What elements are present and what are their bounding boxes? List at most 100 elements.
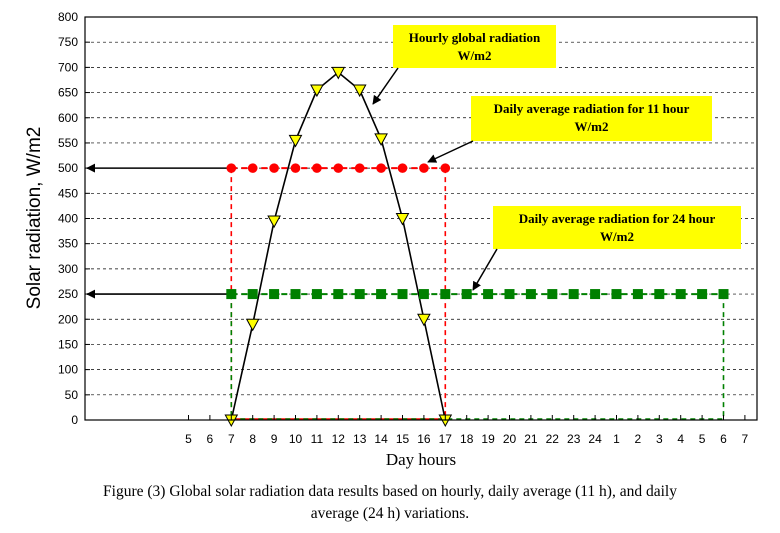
x-tick-label: 21 <box>524 432 538 446</box>
y-tick-label: 650 <box>58 86 78 100</box>
avg24-point <box>226 289 237 300</box>
axes: 0 50 100 150 200 250 300 350 400 450 500 550 600 650 7… <box>58 10 749 446</box>
hourly-series-line <box>230 71 447 421</box>
y-tick-label: 100 <box>58 363 78 377</box>
data-series <box>224 66 729 428</box>
x-tick-label: 8 <box>249 432 256 446</box>
hourly-point <box>374 133 388 146</box>
annotation-text: Hourly global radiation <box>409 30 541 45</box>
x-tick-label: 6 <box>207 432 214 446</box>
y-tick-label: 400 <box>58 212 78 226</box>
x-tick-label: 7 <box>228 432 235 446</box>
x-tick-label: 22 <box>546 432 560 446</box>
hourly-point <box>310 84 324 98</box>
hourly-point <box>267 215 281 229</box>
avg24-point <box>525 289 536 300</box>
avg11-point <box>247 163 258 173</box>
x-tick-label: 23 <box>567 432 581 446</box>
avg24-point <box>568 289 579 300</box>
avg24-point <box>654 289 665 300</box>
avg11-point <box>354 163 365 173</box>
avg24-point <box>718 289 729 300</box>
avg11-point <box>312 163 322 173</box>
figure-caption: Figure (3) Global solar radiation data r… <box>20 481 760 525</box>
avg11-point <box>376 163 386 173</box>
avg11-point <box>269 163 279 173</box>
x-tick-label: 16 <box>417 432 431 446</box>
hourly-point <box>395 213 410 226</box>
annotation-arrow <box>372 67 399 105</box>
x-tick-label: 5 <box>185 432 192 446</box>
y-tick-label: 750 <box>58 35 78 49</box>
x-tick-label: 3 <box>656 432 663 446</box>
avg24-point <box>247 289 258 300</box>
y-tick-label: 600 <box>58 111 78 125</box>
x-tick-label: 10 <box>289 432 303 446</box>
avg24-point <box>311 289 322 300</box>
y-tick-label: 150 <box>58 337 78 351</box>
y-tick-label: 450 <box>58 186 78 200</box>
avg24-point <box>697 289 708 300</box>
x-tick-label: 24 <box>588 432 602 446</box>
avg24-point <box>504 289 515 300</box>
avg24-point <box>354 289 365 300</box>
avg11-point <box>419 163 429 173</box>
annotation-text: W/m2 <box>600 229 634 244</box>
avg24-point <box>461 289 472 300</box>
avg24-point <box>547 289 558 300</box>
hourly-point <box>417 313 431 327</box>
x-tick-label: 1 <box>613 432 620 446</box>
x-axis-label: Day hours <box>386 450 456 469</box>
annotation-text: W/m2 <box>575 119 609 134</box>
x-tick-label: 18 <box>460 432 474 446</box>
annotation-text: Daily average radiation for 24 hour <box>519 211 716 226</box>
hourly-point <box>352 84 367 98</box>
x-tick-label: 5 <box>699 432 706 446</box>
avg24-point <box>590 289 601 300</box>
annotation-box <box>493 206 741 249</box>
x-tick-label: 6 <box>720 432 727 446</box>
y-tick-label: 700 <box>58 60 78 74</box>
avg24-point <box>675 289 686 300</box>
x-tick-label: 12 <box>332 432 346 446</box>
x-tick-label: 13 <box>353 432 367 446</box>
x-tick-label: 15 <box>396 432 410 446</box>
avg11-point <box>440 163 451 173</box>
avg24-point <box>333 289 344 300</box>
annotation-box <box>393 25 556 68</box>
avg24-point <box>632 289 643 300</box>
avg11-point <box>290 163 301 173</box>
x-tick-label: 2 <box>635 432 642 446</box>
annotation-box <box>471 96 712 141</box>
y-axis-label: Solar radiation, W/m2 <box>24 127 45 310</box>
avg11-point <box>333 163 344 173</box>
y-tick-label: 0 <box>71 413 78 427</box>
hourly-point <box>288 134 303 148</box>
avg24-point <box>418 289 429 300</box>
avg24-point <box>611 289 622 300</box>
annotations: Hourly global radiation W/m2 Daily average… <box>372 25 741 291</box>
avg24-point <box>483 289 494 300</box>
y-tick-label: 50 <box>65 388 79 402</box>
avg24-point <box>397 289 408 300</box>
annotation-arrow <box>472 248 498 291</box>
x-tick-label: 14 <box>374 432 388 446</box>
avg24-point <box>376 289 387 300</box>
y-tick-label: 550 <box>58 136 78 150</box>
y-tick-label: 350 <box>58 237 78 251</box>
annotation-text: W/m2 <box>458 48 492 63</box>
hourly-point <box>331 66 346 80</box>
x-tick-label: 11 <box>311 432 324 446</box>
annotation-arrow <box>427 140 474 163</box>
avg24-point <box>269 289 280 300</box>
y-tick-label: 250 <box>58 287 78 301</box>
avg11-point <box>397 163 408 173</box>
avg24-point <box>440 289 451 300</box>
caption-line-2: average (24 h) variations. <box>310 505 470 522</box>
x-tick-label: 17 <box>439 432 453 446</box>
solar-radiation-chart: 0 50 100 150 200 250 300 350 400 450 500 550 600 650 7… <box>24 10 758 469</box>
avg24-point <box>290 289 301 300</box>
caption-line-1: Figure (3) Global solar radiation data r… <box>103 483 677 500</box>
avg11-point <box>226 163 237 173</box>
y-tick-label: 800 <box>58 10 78 24</box>
